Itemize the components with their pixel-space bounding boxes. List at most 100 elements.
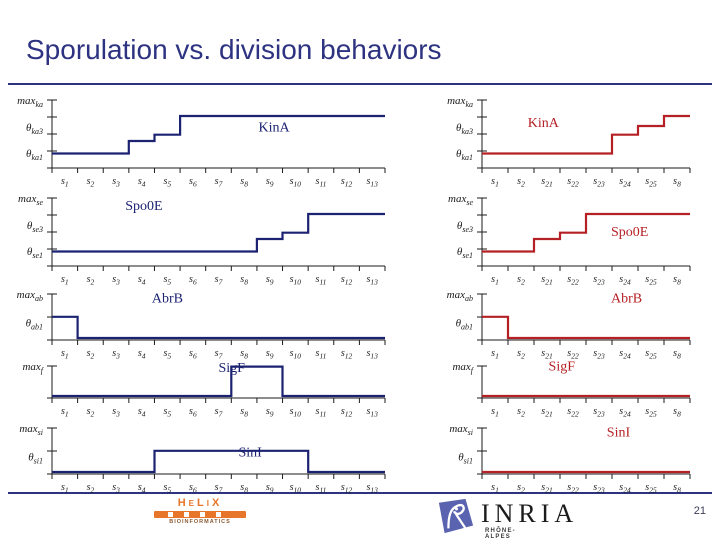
chart-panel-right-sigf: maxf s1 s2 s21 s22 s23 s24 s25 s8 SigF	[420, 358, 720, 419]
series-line	[482, 315, 690, 340]
series-line	[52, 114, 385, 155]
x-tick-label: s8	[673, 348, 681, 361]
x-tick-label: s13	[366, 274, 378, 287]
chart-panel-left-kina: maxka θka3 θka1 s1 s2 s3 s4 s5 s6 s7 s8 s9 s10 s11 s12…	[0, 88, 400, 189]
x-tick-label: s2	[87, 348, 95, 361]
series-line	[52, 449, 385, 474]
x-tick-label: s8	[240, 274, 248, 287]
y-tick-label: θab1	[26, 318, 43, 332]
x-tick-label: s1	[61, 274, 69, 287]
chart-panel-left-spo0e: maxse θse3 θse1 s1 s2 s3 s4 s5 s6 s7 s8 s9 s10 s11 s12…	[0, 186, 400, 287]
x-tick-label: s1	[491, 176, 499, 189]
series-label: SinI	[607, 425, 631, 440]
x-tick-label: s22	[567, 406, 579, 419]
y-tick-label: maxf	[452, 361, 474, 375]
x-tick-label: s5	[163, 482, 171, 495]
x-tick-label: s23	[593, 176, 605, 189]
y-tick-label: maxab	[17, 289, 43, 303]
x-tick-label: s10	[290, 482, 302, 495]
x-tick-label: s2	[87, 176, 95, 189]
x-tick-label: s1	[61, 348, 69, 361]
x-tick-label: s10	[290, 348, 302, 361]
x-tick-label: s3	[112, 176, 120, 189]
x-tick-label: s21	[541, 176, 552, 189]
page-number: 21	[693, 505, 706, 517]
x-tick-label: s23	[593, 348, 605, 361]
x-tick-label: s22	[567, 482, 579, 495]
series-label: KinA	[258, 120, 290, 135]
x-tick-label: s1	[491, 274, 499, 287]
y-tick-label: maxse	[18, 193, 43, 207]
x-tick-label: s22	[567, 176, 579, 189]
x-tick-label: s7	[215, 274, 223, 287]
chart-panel-right-kina: maxka θka3 θka1 s1 s2 s21 s22 s23 s24 s25 s8 KinA	[420, 88, 720, 189]
x-tick-label: s21	[541, 406, 552, 419]
footer-divider	[8, 492, 712, 494]
y-tick-label: maxsi	[449, 423, 473, 437]
x-tick-label: s2	[87, 482, 95, 495]
x-tick-label: s24	[619, 274, 631, 287]
x-tick-label: s3	[112, 482, 120, 495]
x-tick-label: s13	[366, 482, 378, 495]
x-tick-label: s5	[163, 406, 171, 419]
x-tick-label: s11	[316, 482, 327, 495]
x-tick-label: s25	[645, 176, 657, 189]
x-tick-label: s8	[240, 482, 248, 495]
y-tick-label: maxab	[447, 289, 473, 303]
x-tick-label: s2	[517, 274, 525, 287]
series-label: AbrB	[152, 291, 183, 306]
y-tick-label: θse1	[457, 246, 473, 260]
x-tick-label: s2	[517, 348, 525, 361]
header-divider	[8, 83, 712, 85]
y-tick-label: θka1	[26, 148, 43, 162]
x-tick-label: s10	[290, 406, 302, 419]
chart-panel-right-abrb: maxab θab1 s1 s2 s21 s22 s23 s24 s25 s8 AbrB	[420, 284, 720, 361]
x-tick-label: s25	[645, 348, 657, 361]
x-tick-label: s9	[266, 406, 274, 419]
x-tick-label: s7	[215, 348, 223, 361]
x-tick-label: s4	[138, 482, 146, 495]
x-tick-label: s8	[673, 176, 681, 189]
series-label: SigF	[549, 359, 576, 374]
x-tick-label: s21	[541, 482, 552, 495]
x-tick-label: s9	[266, 274, 274, 287]
y-tick-label: θsi1	[458, 452, 473, 466]
chart-panel-right-sini: maxsi θsi1 s1 s2 s21 s22 s23 s24 s25 s8 SinI	[420, 418, 720, 495]
x-tick-label: s1	[61, 406, 69, 419]
x-tick-label: s9	[266, 482, 274, 495]
x-tick-label: s8	[240, 176, 248, 189]
series-label: SigF	[219, 361, 246, 376]
x-tick-label: s2	[517, 406, 525, 419]
series-label: Spo0E	[125, 199, 162, 214]
x-tick-label: s23	[593, 406, 605, 419]
x-tick-label: s12	[341, 274, 353, 287]
series-label: AbrB	[611, 291, 642, 306]
x-tick-label: s1	[61, 482, 69, 495]
x-tick-label: s13	[366, 406, 378, 419]
x-tick-label: s22	[567, 274, 579, 287]
x-tick-label: s13	[366, 348, 378, 361]
y-tick-label: θka1	[456, 148, 473, 162]
x-tick-label: s12	[341, 348, 353, 361]
x-tick-label: s1	[491, 348, 499, 361]
x-tick-label: s6	[189, 176, 197, 189]
x-tick-label: s8	[673, 482, 681, 495]
x-tick-label: s25	[645, 406, 657, 419]
x-tick-label: s11	[316, 274, 327, 287]
y-tick-label: θsi1	[28, 452, 43, 466]
y-tick-label: θka3	[26, 122, 43, 136]
x-tick-label: s8	[240, 406, 248, 419]
x-tick-label: s25	[645, 482, 657, 495]
helix-logo-subtitle: BIOINFORMATICS	[169, 519, 231, 525]
x-tick-label: s2	[87, 274, 95, 287]
x-tick-label: s23	[593, 274, 605, 287]
x-tick-label: s8	[673, 406, 681, 419]
series-line	[482, 114, 690, 155]
helix-logo-bar	[154, 511, 246, 518]
inria-logo-word: INRIA	[481, 499, 579, 528]
x-tick-label: s24	[619, 176, 631, 189]
chart-panel-left-sini: maxsi θsi1 s1 s2 s3 s4 s5 s6 s7 s8 s9 s10 s11 s12 s13 S…	[0, 418, 400, 495]
x-tick-label: s8	[673, 274, 681, 287]
y-tick-label: maxsi	[19, 423, 43, 437]
